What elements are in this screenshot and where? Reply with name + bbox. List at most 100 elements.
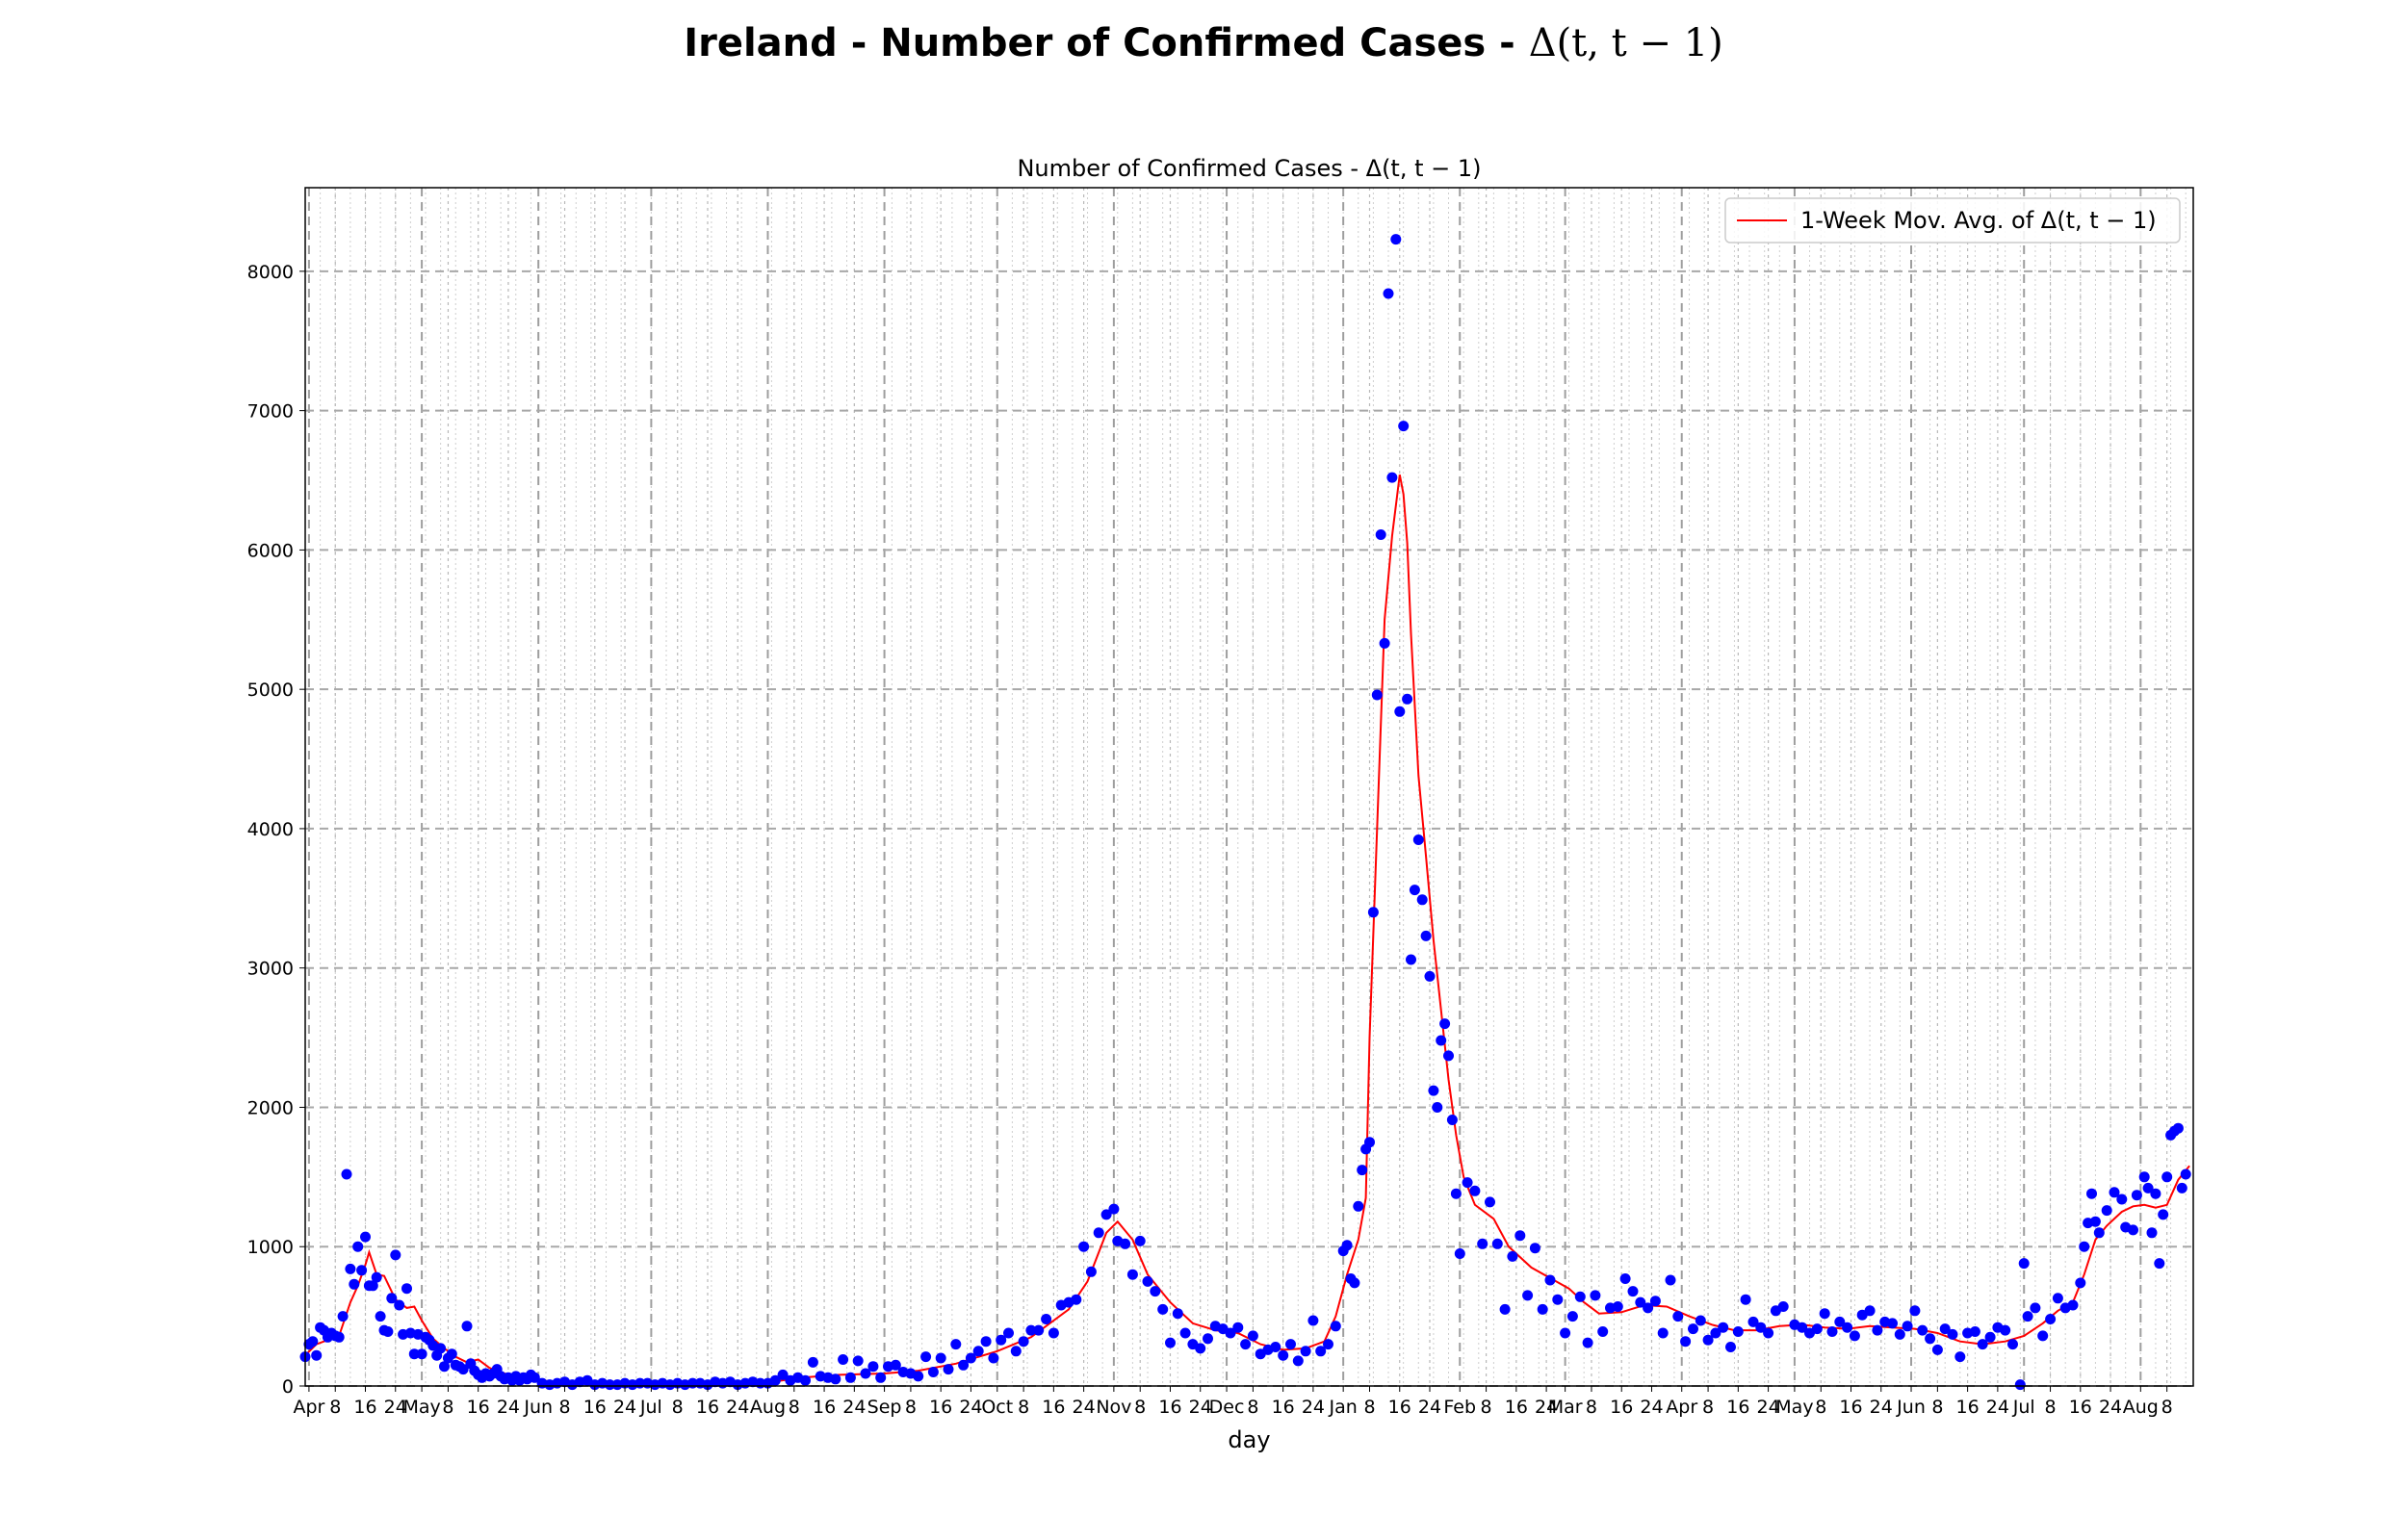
data-point [2007,1339,2018,1350]
data-point [1349,1277,1360,1289]
data-point [1777,1301,1789,1312]
data-point [2079,1241,2090,1252]
data-point [1394,706,1406,717]
data-point [1462,1177,1473,1189]
moving-average-path [304,475,2190,1386]
data-point [356,1265,368,1276]
data-point [1560,1327,1571,1339]
x-tick-label: 8 [1247,1397,1258,1418]
data-point [382,1326,394,1337]
data-point [2176,1182,2187,1194]
data-point [2146,1227,2158,1239]
x-tick-label: 24 [1302,1397,1325,1418]
data-point [1003,1327,1014,1339]
data-point [307,1336,319,1348]
data-point [1574,1291,1586,1302]
data-point [1292,1355,1304,1367]
data-point [2154,1258,2165,1270]
data-point [1424,970,1436,982]
legend[interactable]: 1-Week Mov. Avg. of Δ(t, t − 1) [1724,197,2181,244]
x-tick-label: 16 [1610,1397,1633,1418]
data-point [1100,1209,1112,1220]
data-point [2093,1227,2105,1239]
x-tick-label: 24 [497,1397,520,1418]
data-point [1398,421,1410,432]
x-axis-label: day [1228,1426,1270,1453]
x-tick-label: 16 [696,1397,719,1418]
x-tick-label: Apr [1666,1397,1697,1418]
data-point [2086,1188,2097,1199]
data-point [1454,1248,1465,1259]
data-point [1566,1311,1578,1322]
x-tick-label: 8 [789,1397,800,1418]
x-tick-label: Aug [2123,1397,2159,1418]
x-tick-label: 8 [329,1397,341,1418]
data-point [1499,1303,1511,1315]
data-point [1718,1322,1729,1333]
data-point [1887,1318,1898,1329]
data-point [1939,1323,1951,1335]
x-tick-label: Jan [1329,1397,1358,1418]
data-point [1386,472,1398,483]
data-point [435,1343,447,1354]
data-point [1390,234,1402,245]
data-point [1747,1316,1759,1327]
x-tick-label: 8 [905,1397,917,1418]
data-point [1446,1115,1458,1125]
x-tick-label: Apr [293,1397,324,1418]
data-point [807,1356,818,1368]
data-point [1627,1286,1639,1297]
data-point [1371,689,1383,701]
data-point [1402,693,1413,705]
data-point [1367,907,1379,918]
data-point [1165,1337,1176,1348]
data-point [457,1364,469,1375]
data-point [1537,1303,1548,1315]
data-point [1947,1328,1958,1340]
data-point [1864,1305,1876,1317]
legend-label-moving-average: 1-Week Mov. Avg. of Δ(t, t − 1) [1800,207,2157,234]
moving-average-line [304,475,2190,1386]
data-point [1491,1238,1503,1249]
x-tick-label: Nov [1096,1397,1131,1418]
data-point [1702,1334,1714,1346]
x-tick-label: 16 [1726,1397,1749,1418]
suptitle-text: Ireland - Number of Confirmed Cases - [684,21,1529,65]
data-point [1590,1290,1601,1301]
y-tick-label: 5000 [247,680,294,701]
data-point [401,1283,412,1295]
data-point [1514,1230,1526,1242]
data-point [2089,1216,2101,1227]
data-point [2018,1258,2030,1270]
data-point [390,1249,401,1261]
data-point [1469,1185,1481,1196]
x-tick-label: 16 [467,1397,490,1418]
data-point [1485,1196,1495,1208]
data-point [860,1368,871,1379]
data-point [2180,1168,2191,1180]
data-point [1323,1339,1333,1350]
data-point [943,1364,954,1375]
y-tick-label: 0 [282,1376,294,1398]
data-point [446,1348,457,1360]
x-tick-label: Oct [981,1397,1013,1418]
x-tick-label: Aug [750,1397,786,1418]
y-tick-label: 3000 [247,959,294,980]
data-point [386,1293,398,1304]
axes-title: Number of Confirmed Cases - Δ(t, t − 1) [1017,155,1481,182]
data-point [367,1280,378,1292]
data-point [1688,1323,1698,1335]
data-point [2022,1311,2033,1322]
data-point [1315,1346,1327,1357]
data-point [1872,1324,1883,1336]
data-point [1270,1342,1281,1352]
data-point [345,1263,356,1274]
data-point [1412,834,1424,845]
data-point [1763,1327,1774,1339]
data-point [1142,1275,1153,1287]
data-point [1695,1315,1706,1326]
data-point [1811,1323,1823,1335]
x-tick-label: 16 [1388,1397,1411,1418]
data-point [972,1346,984,1357]
data-point [965,1352,976,1364]
